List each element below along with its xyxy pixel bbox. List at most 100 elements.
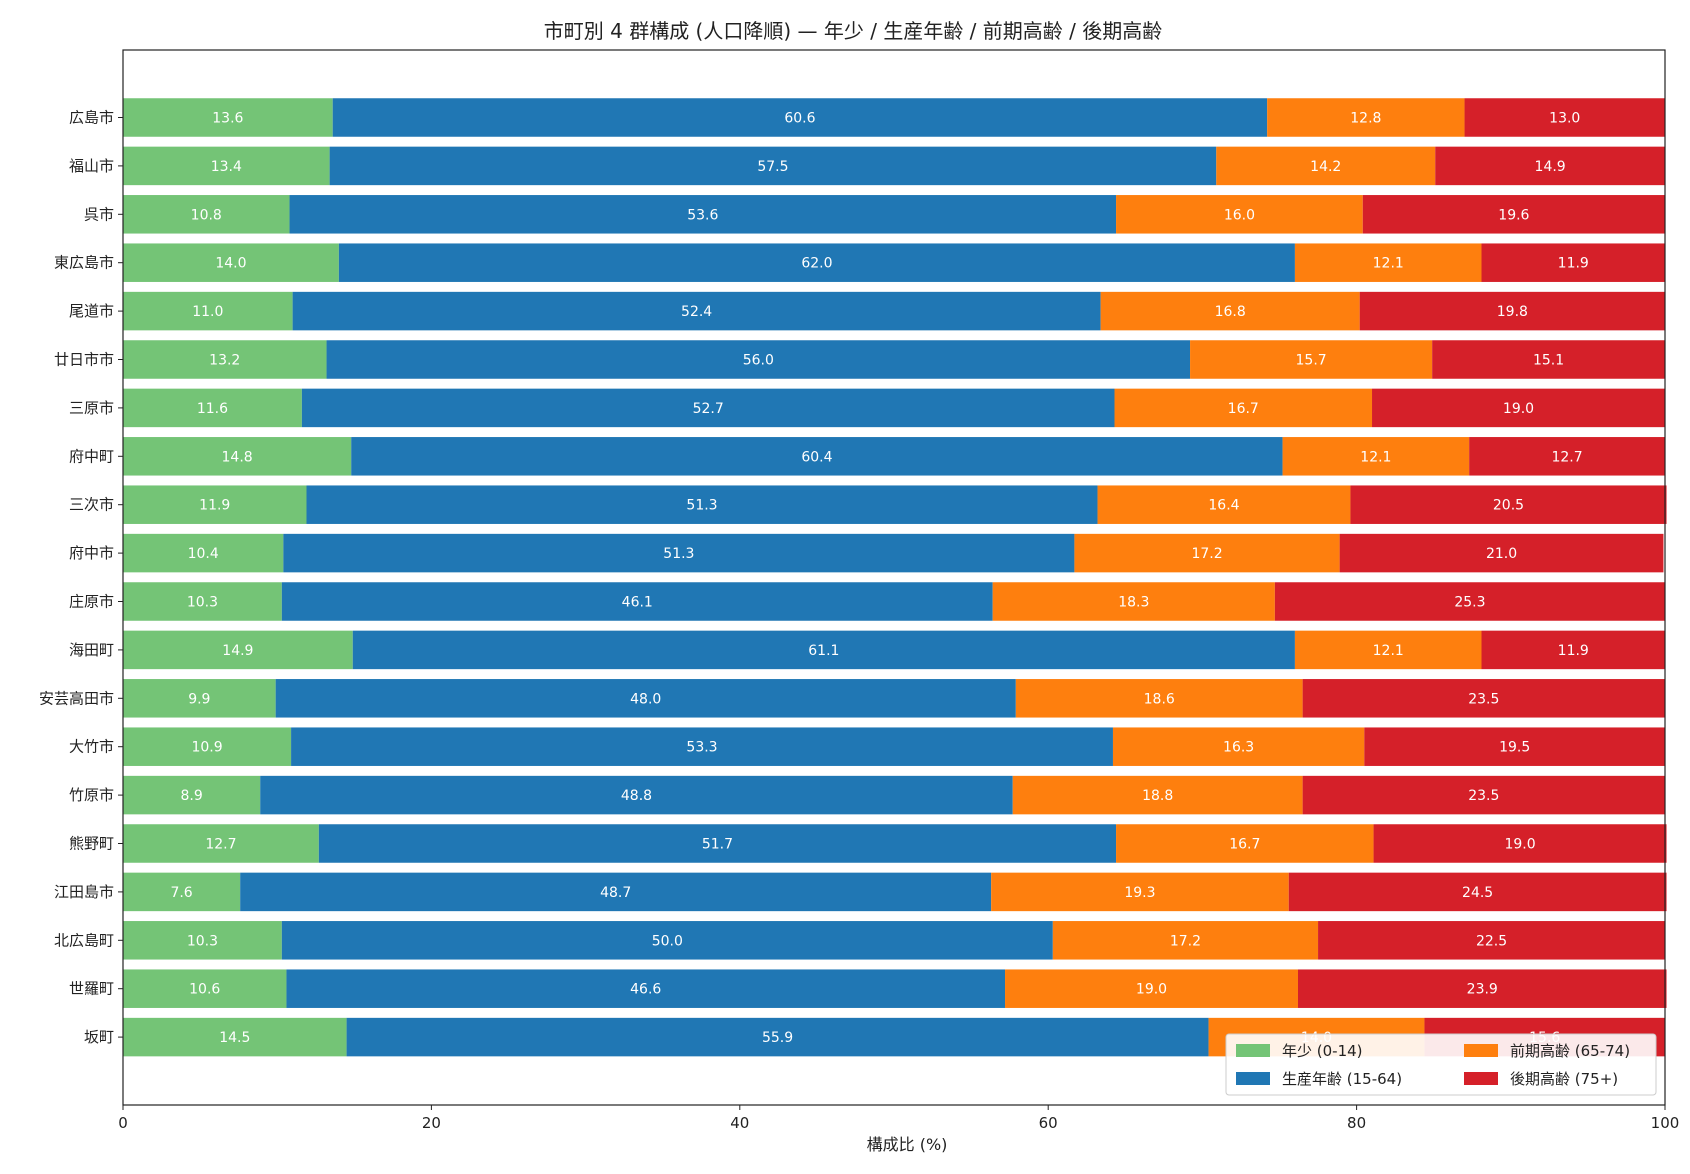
- bar-segment: [123, 243, 339, 282]
- y-tick-label: 庄原市: [69, 593, 114, 611]
- bar-segment: [123, 630, 353, 670]
- x-axis-title: 構成比 (%): [867, 1135, 948, 1154]
- bar-value-label: 53.3: [686, 740, 717, 756]
- legend-swatch: [1464, 1044, 1498, 1057]
- legend[interactable]: 年少 (0-14) 生産年齢 (15-64) 前期高齢 (65-74) 後期高齢 (7…: [1225, 1033, 1657, 1096]
- bar-segment: [1364, 727, 1665, 766]
- bar-segment: [123, 727, 292, 766]
- bar-segment: [1190, 340, 1433, 379]
- bar-value-label: 11.0: [192, 304, 223, 320]
- y-tick-label: 北広島町: [54, 931, 114, 949]
- legend-swatch: [1236, 1072, 1270, 1085]
- legend-label: 生産年齢 (15-64): [1282, 1070, 1402, 1088]
- bar-value-label: 60.4: [801, 449, 832, 465]
- bar-segment: [123, 485, 307, 524]
- bar-value-label: 55.9: [762, 1030, 793, 1046]
- bar-value-label: 20.5: [1493, 498, 1524, 514]
- y-tick-label: 三原市: [69, 399, 114, 417]
- bar-value-label: 11.6: [197, 401, 228, 417]
- bar-value-label: 51.7: [702, 837, 733, 853]
- bar-segment: [1302, 679, 1665, 718]
- bar-value-label: 18.3: [1118, 595, 1149, 611]
- bar-segment: [1112, 727, 1365, 766]
- legend-swatch: [1236, 1044, 1270, 1057]
- bar-value-label: 11.9: [199, 498, 230, 514]
- bar-segment: [991, 872, 1289, 912]
- bar-segment: [291, 727, 1113, 766]
- bar-segment: [1432, 340, 1665, 379]
- bar-segment: [1481, 630, 1665, 670]
- bar-value-label: 25.3: [1454, 595, 1485, 611]
- bar-value-label: 19.5: [1499, 740, 1530, 756]
- bar-value-label: 46.6: [630, 982, 661, 998]
- bar-value-label: 12.8: [1350, 111, 1381, 127]
- y-tick-label: 東広島市: [54, 254, 114, 272]
- x-tick-label: 40: [730, 1114, 749, 1132]
- bar-value-label: 13.2: [209, 353, 240, 369]
- bar-value-label: 19.8: [1497, 304, 1528, 320]
- bar-segment: [123, 533, 284, 573]
- y-tick-label: 竹原市: [69, 786, 114, 804]
- bar-value-label: 9.9: [188, 691, 210, 707]
- bar-segment: [1097, 485, 1351, 524]
- bar-value-label: 10.3: [187, 595, 218, 611]
- bar-segment: [1282, 437, 1470, 476]
- bar-value-label: 16.7: [1228, 401, 1259, 417]
- bar-value-label: 16.3: [1223, 740, 1254, 756]
- bar-segment: [123, 921, 282, 960]
- bar-segment: [338, 243, 1295, 282]
- bar-segment: [1267, 98, 1465, 137]
- bar-segment: [123, 340, 327, 379]
- bar-segment: [1464, 98, 1665, 137]
- bar-segment: [329, 146, 1217, 186]
- bar-segment: [123, 679, 276, 718]
- bar-value-label: 18.6: [1144, 691, 1175, 707]
- bar-value-label: 62.0: [801, 256, 832, 272]
- chart-title: 市町別 4 群構成 (人口降順) — 年少 / 生産年齢 / 前期高齢 / 後期…: [544, 19, 1162, 43]
- bar-value-label: 14.9: [1535, 159, 1566, 175]
- bar-value-label: 19.0: [1504, 837, 1535, 853]
- bar-value-label: 51.3: [663, 546, 694, 562]
- legend-swatch: [1464, 1072, 1498, 1085]
- legend-label: 前期高齢 (65-74): [1510, 1042, 1630, 1060]
- legend-label: 後期高齢 (75+): [1510, 1070, 1618, 1088]
- bar-segment: [240, 872, 992, 912]
- bar-segment: [1435, 146, 1665, 186]
- bar-value-label: 14.8: [222, 449, 253, 465]
- plot-frame: [122, 49, 1666, 1106]
- bar-segment: [123, 775, 261, 815]
- bar-value-label: 17.2: [1170, 933, 1201, 949]
- bar-segment: [1298, 969, 1667, 1008]
- bar-value-label: 10.6: [189, 982, 220, 998]
- bar-value-label: 13.0: [1549, 111, 1580, 127]
- bar-value-label: 60.6: [784, 111, 815, 127]
- y-tick-label: 江田島市: [54, 883, 114, 901]
- bar-segment: [306, 485, 1098, 524]
- bar-segment: [1005, 969, 1299, 1008]
- bar-segment: [1339, 533, 1664, 573]
- bar-segment: [292, 291, 1101, 331]
- y-tick-label: 呉市: [84, 205, 114, 223]
- bar-value-label: 14.9: [222, 643, 253, 659]
- y-tick-label: 広島市: [69, 109, 114, 127]
- bar-segment: [346, 1017, 1209, 1057]
- x-tick-label: 20: [422, 1114, 441, 1132]
- bar-value-label: 10.9: [191, 740, 222, 756]
- bar-segment: [123, 291, 293, 331]
- bar-segment: [281, 582, 993, 621]
- bar-value-label: 15.1: [1533, 353, 1564, 369]
- bar-segment: [123, 98, 333, 137]
- bar-value-label: 15.7: [1296, 353, 1327, 369]
- bar-value-label: 19.0: [1136, 982, 1167, 998]
- bar-value-label: 50.0: [652, 933, 683, 949]
- bar-value-label: 7.6: [170, 885, 192, 901]
- bar-value-label: 12.7: [1551, 449, 1582, 465]
- bar-value-label: 11.9: [1558, 643, 1589, 659]
- bar-segment: [1015, 679, 1303, 718]
- bar-value-label: 57.5: [757, 159, 788, 175]
- bar-segment: [123, 437, 352, 476]
- bar-segment: [1469, 437, 1665, 476]
- bar-value-label: 52.7: [693, 401, 724, 417]
